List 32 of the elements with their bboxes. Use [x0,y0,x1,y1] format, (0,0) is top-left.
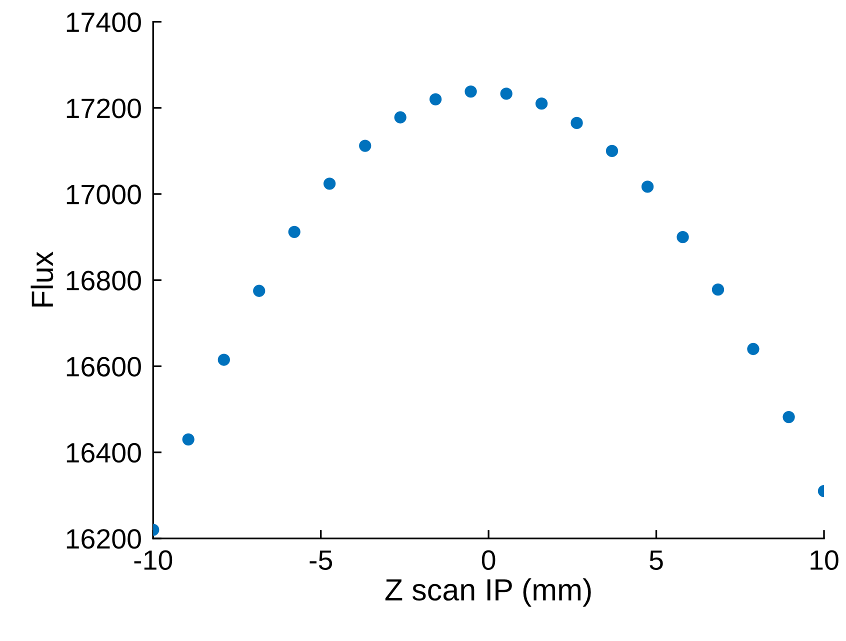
point [535,98,548,110]
y-axis-title: Flux [30,252,54,306]
point [570,116,583,130]
point [676,230,689,244]
x-tick-label: 10 [810,550,838,570]
x-tick-label: 5 [650,550,663,570]
point [606,144,618,158]
y-tick-label: 17000 [66,184,141,204]
y-tick-label: 16400 [66,443,141,463]
point [747,342,760,356]
point [323,178,336,190]
point [359,140,372,152]
x-tick-label: -10 [134,550,172,570]
point [253,284,266,297]
point [288,226,300,238]
point [182,433,194,446]
point [464,85,477,98]
x-tick-label: -5 [310,550,332,570]
y-tick-label: 16200 [66,529,141,549]
point [641,180,654,193]
x-axis-title: Z scan IP (mm) [385,578,591,607]
y-tick-label: 17200 [66,98,141,118]
point [394,111,406,124]
point [712,284,724,296]
point [429,93,442,106]
point [782,410,795,424]
y-tick-label: 16800 [66,270,141,290]
point [500,88,512,100]
x-tick-label: 0 [482,550,496,570]
y-tick-label: 17400 [66,12,141,32]
y-tick-label: 16600 [66,356,141,377]
point [218,354,230,366]
